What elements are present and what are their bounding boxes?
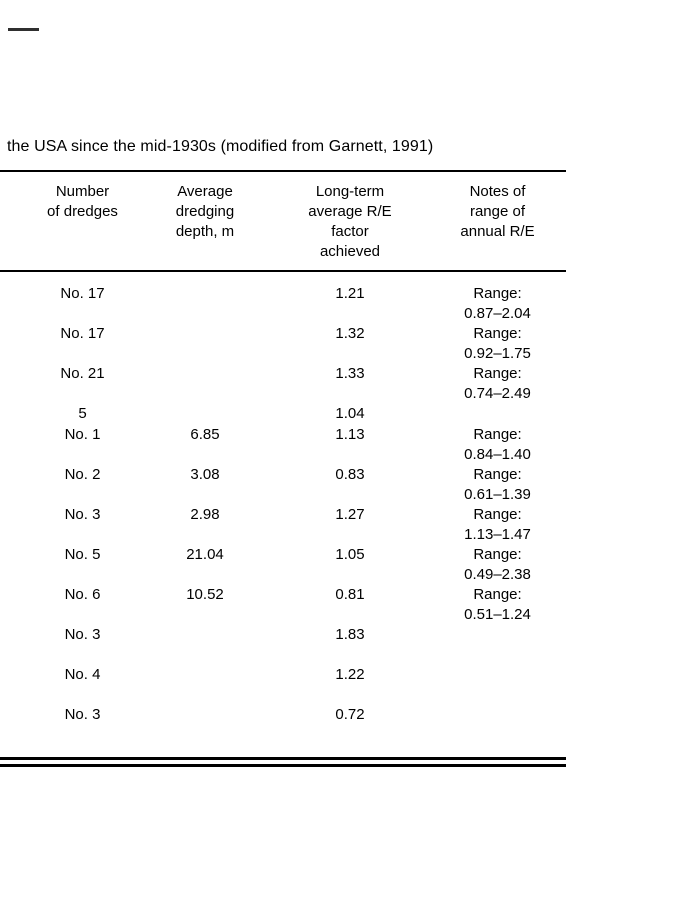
table-row: No. 21 1.33 Range: 0.74–2.49 (0, 364, 566, 404)
table-cell: 1.05 (335, 546, 365, 563)
table-cell: Range: 0.92–1.75 (464, 325, 531, 362)
table-body: No. 17 1.21 Range: 0.87–2.04 No. 17 1.32 Rang… (0, 272, 566, 757)
table-cell: No. 6 (64, 586, 101, 603)
table-row: No. 3 1.83 (0, 625, 566, 665)
table-row: No. 17 1.32 Range: 0.92–1.75 (0, 324, 566, 364)
table-cell: No. 5 (64, 546, 101, 563)
table-cell: Range: 0.51–1.24 (464, 586, 531, 623)
table-cell: No. 17 (60, 285, 105, 302)
table-row: 5 1.04 (0, 404, 566, 425)
table-row: No. 4 1.22 (0, 665, 566, 705)
table-cell: 1.04 (335, 405, 365, 422)
table-cell: Range: 0.49–2.38 (464, 546, 531, 583)
header-cell: Number of dredges (47, 183, 118, 220)
header-cell: Notes of range of annual R/E (460, 183, 535, 240)
table-cell: No. 4 (64, 666, 101, 683)
table-cell: 2.98 (190, 506, 220, 523)
table-cell: 21.04 (186, 546, 224, 563)
table-cell: 1.27 (335, 506, 365, 523)
table-row: No. 2 3.08 0.83 Range: 0.61–1.39 (0, 465, 566, 505)
table-cell: No. 21 (60, 365, 105, 382)
table-cell: Range: 0.87–2.04 (464, 285, 531, 322)
table-top-rule (0, 170, 566, 172)
table-row: No. 17 1.21 Range: 0.87–2.04 (0, 284, 566, 324)
table-cell: 0.83 (335, 466, 365, 483)
table-cell: 0.81 (335, 586, 365, 603)
table-cell: No. 1 (64, 426, 101, 443)
table-cell: Range: 0.61–1.39 (464, 466, 531, 503)
header-cell: Average dredging depth, m (175, 183, 235, 240)
bottom-rule-line-2 (0, 764, 566, 767)
table-row: No. 3 0.72 (0, 705, 566, 745)
table-bottom-rule (0, 757, 566, 767)
table-cell: Range: 0.74–2.49 (464, 365, 531, 402)
table-cell: Range: 1.13–1.47 (464, 506, 531, 543)
table-cell: 1.83 (335, 626, 365, 643)
table-cell: 10.52 (186, 586, 224, 603)
table-cell: Range: 0.84–1.40 (464, 426, 531, 463)
table-cell: 3.08 (190, 466, 220, 483)
table-cell: 1.13 (335, 426, 365, 443)
table-cell: No. 17 (60, 325, 105, 342)
table-caption: the USA since the mid-1930s (modified fr… (7, 138, 434, 155)
table-row: No. 1 6.85 1.13 Range: 0.84–1.40 (0, 425, 566, 465)
table-row: No. 5 21.04 1.05 Range: 0.49–2.38 (0, 545, 566, 585)
bottom-rule-line-1 (0, 757, 566, 760)
table-cell: No. 3 (64, 506, 101, 523)
scan-artifact-mark (8, 28, 39, 31)
table-cell: 1.21 (335, 285, 365, 302)
table-cell: 1.22 (335, 666, 365, 683)
table-cell: No. 3 (64, 706, 101, 723)
table-cell: 6.85 (190, 426, 220, 443)
table-header-row: Number of dredges Average dredging depth,… (0, 172, 566, 270)
table-cell: No. 2 (64, 466, 101, 483)
table-header-rule (0, 270, 566, 272)
dredging-table: Number of dredges Average dredging depth,… (0, 170, 566, 767)
header-cell: Long-term average R/E factor achieved (308, 183, 392, 260)
table-cell: No. 3 (64, 626, 101, 643)
table-cell: 0.72 (335, 706, 365, 723)
bottom-rule-gap (0, 760, 566, 764)
table-cell: 5 (78, 405, 87, 422)
table-cell: 1.33 (335, 365, 365, 382)
table-row: No. 6 10.52 0.81 Range: 0.51–1.24 (0, 585, 566, 625)
table-cell: 1.32 (335, 325, 365, 342)
table-row: No. 3 2.98 1.27 Range: 1.13–1.47 (0, 505, 566, 545)
